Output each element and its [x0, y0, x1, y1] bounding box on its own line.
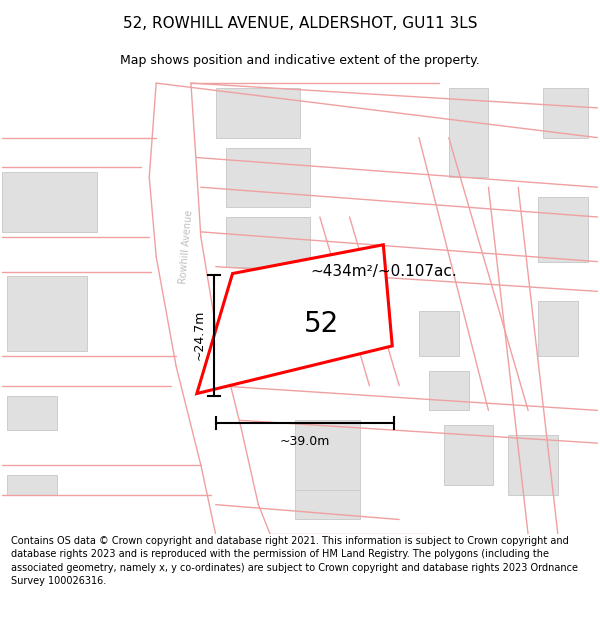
Polygon shape — [543, 88, 587, 138]
Text: 52, ROWHILL AVENUE, ALDERSHOT, GU11 3LS: 52, ROWHILL AVENUE, ALDERSHOT, GU11 3LS — [123, 16, 477, 31]
Polygon shape — [444, 425, 493, 485]
Polygon shape — [7, 396, 57, 430]
Polygon shape — [295, 420, 359, 490]
Text: ~39.0m: ~39.0m — [280, 434, 330, 447]
Text: Rowhill Avenue: Rowhill Avenue — [178, 209, 194, 284]
Polygon shape — [508, 435, 558, 495]
Polygon shape — [449, 88, 488, 177]
Text: ~434m²/~0.107ac.: ~434m²/~0.107ac. — [310, 264, 457, 279]
Text: Map shows position and indicative extent of the property.: Map shows position and indicative extent… — [120, 54, 480, 68]
Text: ~24.7m: ~24.7m — [193, 310, 205, 360]
Polygon shape — [295, 490, 359, 519]
Polygon shape — [215, 88, 300, 138]
Polygon shape — [538, 301, 578, 356]
Polygon shape — [7, 475, 57, 495]
Polygon shape — [429, 371, 469, 411]
Text: 52: 52 — [304, 311, 339, 338]
Polygon shape — [197, 245, 392, 394]
Text: Contains OS data © Crown copyright and database right 2021. This information is : Contains OS data © Crown copyright and d… — [11, 536, 578, 586]
Polygon shape — [2, 173, 97, 232]
Polygon shape — [226, 217, 310, 267]
Polygon shape — [419, 311, 458, 356]
Polygon shape — [226, 148, 310, 207]
Polygon shape — [7, 276, 87, 351]
Polygon shape — [538, 197, 587, 262]
